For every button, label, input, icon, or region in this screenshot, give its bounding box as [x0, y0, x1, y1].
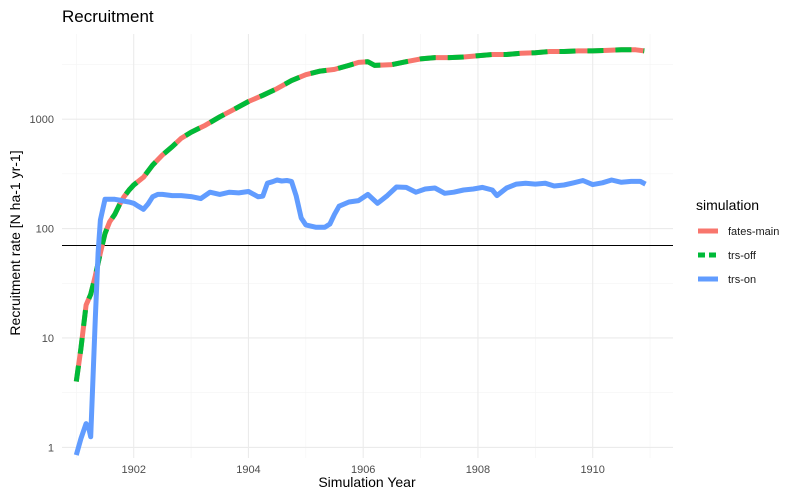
legend-label: fates-main: [728, 226, 779, 238]
series-line-trs-on: [73, 177, 647, 456]
legend-item-trs-off: trs-off: [698, 250, 757, 262]
x-tick-label: 1904: [236, 464, 260, 476]
legend-label: trs-off: [728, 250, 757, 262]
legend-item-trs-on: trs-on: [698, 274, 756, 286]
series-line-fates-main: [73, 47, 645, 382]
y-tick-label: 1000: [30, 114, 54, 126]
legend-label: trs-on: [728, 274, 756, 286]
chart-title: Recruitment: [62, 7, 154, 26]
x-tick-label: 1910: [580, 464, 604, 476]
legend-title: simulation: [696, 197, 759, 213]
x-axis-label: Simulation Year: [318, 474, 416, 490]
legend-items: fates-main trs-off trs-on: [698, 226, 779, 286]
series-layer: [73, 47, 647, 456]
x-tick-label: 1902: [121, 464, 145, 476]
x-tick-label: 1906: [351, 464, 375, 476]
x-axis-ticks: 1902 1904 1906 1908 1910: [121, 464, 604, 476]
y-tick-label: 100: [36, 224, 54, 236]
legend: simulation fates-main trs-off trs-on: [696, 197, 779, 286]
series-line-trs-off: [73, 47, 645, 382]
legend-item-fates-main: fates-main: [698, 226, 779, 238]
x-tick-label: 1908: [466, 464, 490, 476]
y-tick-label: 10: [42, 333, 54, 345]
y-axis-ticks: 1 10 100 1000: [30, 114, 54, 454]
y-tick-label: 1: [48, 442, 54, 454]
y-axis-label: Recruitment rate [N ha-1 yr-1]: [7, 150, 23, 335]
